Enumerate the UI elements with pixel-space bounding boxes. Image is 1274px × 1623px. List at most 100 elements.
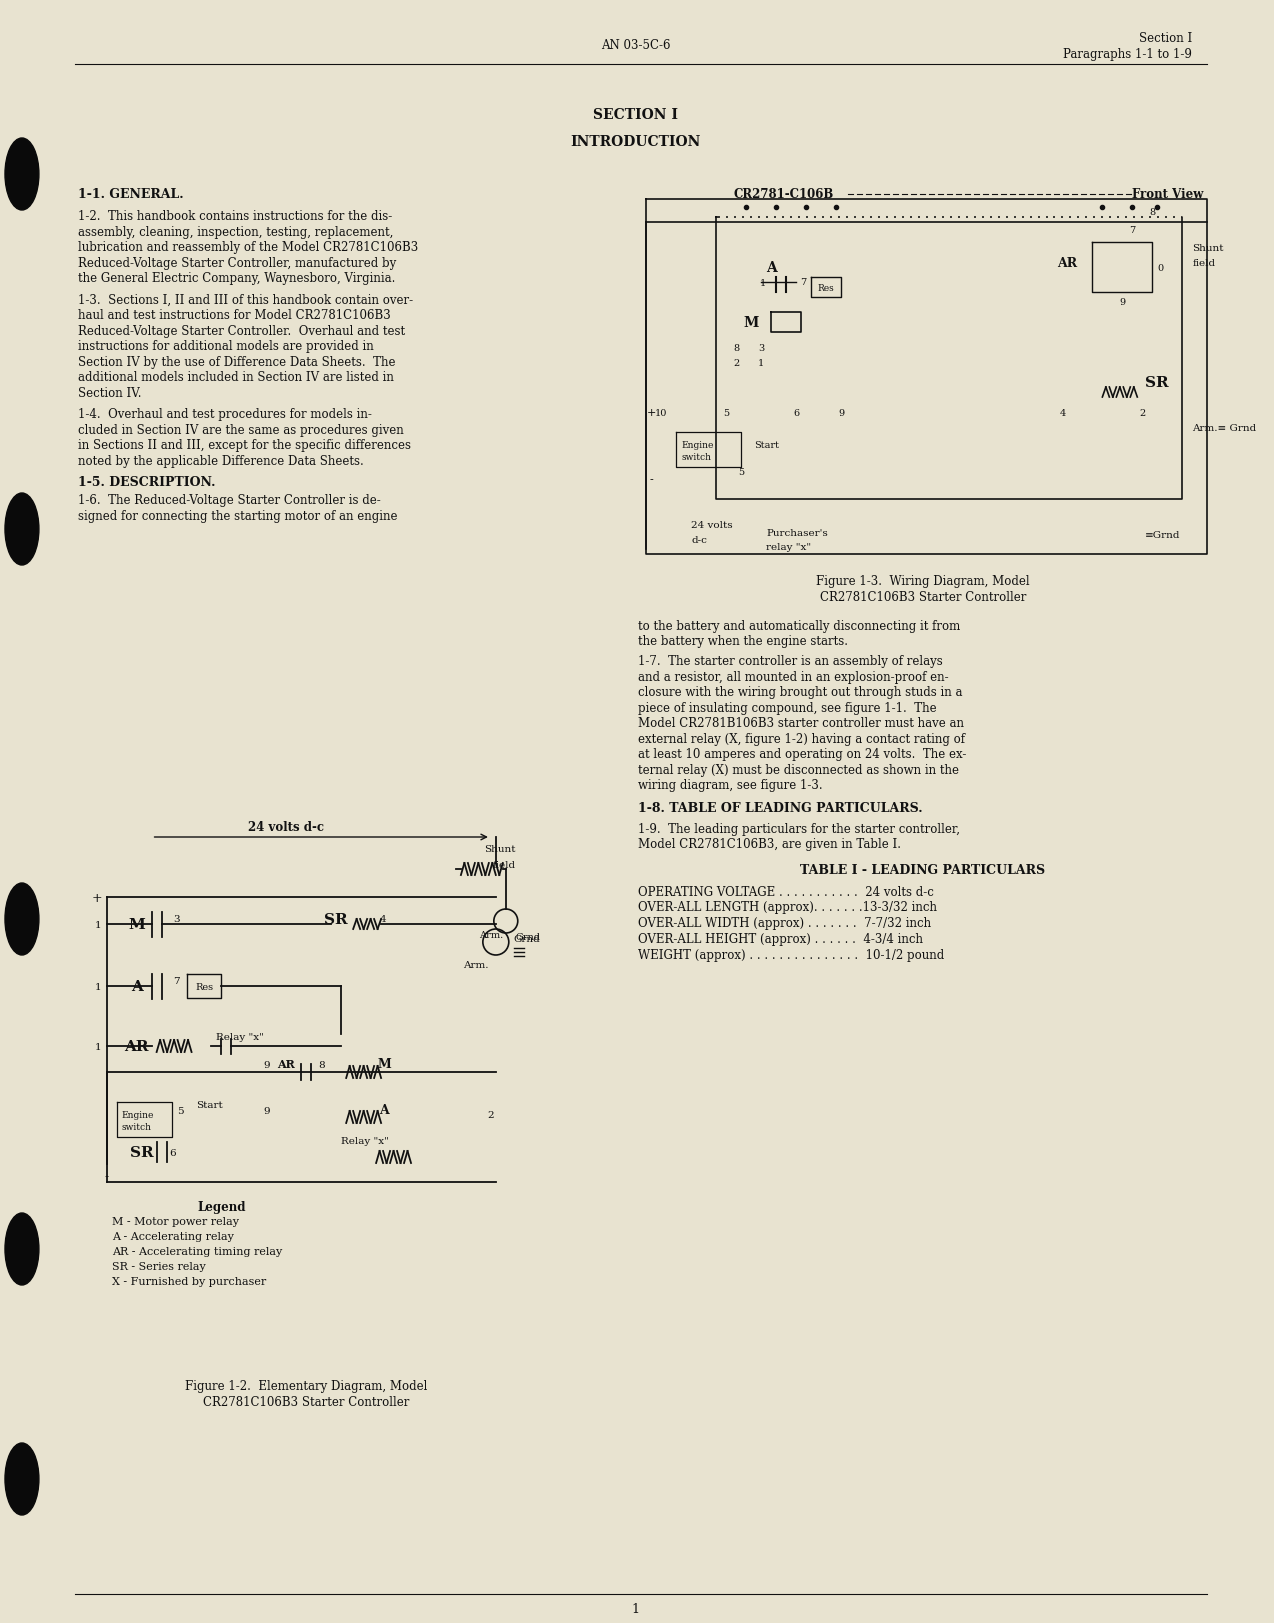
Ellipse shape — [5, 493, 39, 566]
Text: 0: 0 — [1157, 263, 1163, 273]
Text: INTRODUCTION: INTRODUCTION — [571, 135, 701, 149]
Text: field: field — [1192, 258, 1215, 268]
Text: 9: 9 — [1120, 297, 1125, 307]
Text: Engine: Engine — [682, 440, 713, 450]
Ellipse shape — [5, 1443, 39, 1514]
Text: 1-5. DESCRIPTION.: 1-5. DESCRIPTION. — [78, 476, 215, 489]
Text: in Sections II and III, except for the specific differences: in Sections II and III, except for the s… — [78, 438, 410, 451]
Text: OVER-ALL HEIGHT (approx) . . . . . .  4-3/4 inch: OVER-ALL HEIGHT (approx) . . . . . . 4-3… — [638, 933, 924, 946]
Text: Section I: Section I — [1139, 31, 1192, 44]
Text: 1-6.  The Reduced-Voltage Starter Controller is de-: 1-6. The Reduced-Voltage Starter Control… — [78, 493, 381, 506]
Text: A: A — [380, 1102, 389, 1117]
Text: AN 03-5C-6: AN 03-5C-6 — [601, 39, 670, 52]
Text: 1: 1 — [632, 1602, 640, 1615]
Text: A - Accelerating relay: A - Accelerating relay — [112, 1232, 233, 1242]
Text: field: field — [493, 860, 516, 868]
Text: cluded in Section IV are the same as procedures given: cluded in Section IV are the same as pro… — [78, 424, 404, 437]
Text: 9: 9 — [262, 1105, 270, 1115]
Text: Arm.: Arm. — [464, 961, 489, 969]
Text: 1-8. TABLE OF LEADING PARTICULARS.: 1-8. TABLE OF LEADING PARTICULARS. — [638, 802, 924, 815]
Text: closure with the wiring brought out through studs in a: closure with the wiring brought out thro… — [638, 685, 963, 698]
Text: 1-3.  Sections I, II and III of this handbook contain over-: 1-3. Sections I, II and III of this hand… — [78, 294, 413, 307]
Text: AR: AR — [125, 1039, 149, 1053]
Text: 24 volts: 24 volts — [692, 521, 733, 529]
Text: 3: 3 — [173, 915, 180, 923]
Text: piece of insulating compound, see figure 1-1.  The: piece of insulating compound, see figure… — [638, 701, 938, 714]
Text: 4: 4 — [1060, 409, 1065, 417]
Text: switch: switch — [682, 453, 711, 461]
Text: Res: Res — [195, 982, 214, 992]
Text: switch: switch — [122, 1121, 152, 1131]
Ellipse shape — [5, 140, 39, 211]
Text: AR - Accelerating timing relay: AR - Accelerating timing relay — [112, 1246, 282, 1256]
Text: AR: AR — [278, 1058, 296, 1070]
Text: CR2781C106B3 Starter Controller: CR2781C106B3 Starter Controller — [203, 1396, 409, 1409]
Text: 10: 10 — [655, 409, 668, 417]
Text: 6: 6 — [169, 1147, 176, 1157]
Text: SR: SR — [325, 912, 348, 927]
Text: OVER-ALL WIDTH (approx) . . . . . . .  7-7/32 inch: OVER-ALL WIDTH (approx) . . . . . . . 7-… — [638, 917, 931, 930]
Text: Legend: Legend — [197, 1201, 246, 1214]
Text: 1: 1 — [96, 920, 102, 928]
Text: Model CR2781C106B3, are given in Table I.: Model CR2781C106B3, are given in Table I… — [638, 837, 902, 850]
Text: 7: 7 — [800, 278, 806, 286]
Text: 1-7.  The starter controller is an assembly of relays: 1-7. The starter controller is an assemb… — [638, 654, 943, 667]
Text: 24 volts d-c: 24 volts d-c — [248, 821, 325, 834]
Ellipse shape — [5, 883, 39, 956]
Text: assembly, cleaning, inspection, testing, replacement,: assembly, cleaning, inspection, testing,… — [78, 226, 394, 239]
Ellipse shape — [5, 1214, 39, 1285]
Text: external relay (X, figure 1-2) having a contact rating of: external relay (X, figure 1-2) having a … — [638, 732, 966, 745]
Text: the General Electric Company, Waynesboro, Virginia.: the General Electric Company, Waynesboro… — [78, 271, 395, 284]
Text: 2: 2 — [1139, 409, 1145, 417]
Text: +: + — [92, 891, 102, 904]
Text: Paragraphs 1-1 to 1-9: Paragraphs 1-1 to 1-9 — [1064, 47, 1192, 60]
Text: 1-9.  The leading particulars for the starter controller,: 1-9. The leading particulars for the sta… — [638, 821, 961, 834]
Text: Start: Start — [196, 1100, 223, 1110]
Text: M: M — [377, 1058, 391, 1071]
Text: Grnd: Grnd — [516, 933, 540, 941]
Text: Front View: Front View — [1133, 188, 1204, 201]
Text: 1: 1 — [96, 982, 102, 992]
Text: 1: 1 — [761, 278, 766, 287]
Text: ternal relay (X) must be disconnected as shown in the: ternal relay (X) must be disconnected as… — [638, 763, 959, 776]
Text: 3: 3 — [758, 344, 764, 352]
Text: A: A — [131, 979, 143, 993]
Text: Relay "x": Relay "x" — [217, 1032, 265, 1040]
Text: -: - — [104, 1169, 108, 1182]
Text: ≡Grnd: ≡Grnd — [1144, 531, 1180, 539]
Text: 2: 2 — [488, 1110, 494, 1118]
Text: A: A — [766, 261, 777, 274]
Text: Reduced-Voltage Starter Controller, manufactured by: Reduced-Voltage Starter Controller, manu… — [78, 256, 396, 269]
Text: SR - Series relay: SR - Series relay — [112, 1261, 205, 1271]
Text: 7: 7 — [1129, 226, 1135, 234]
Text: +: + — [647, 407, 656, 417]
Text: Figure 1-2.  Elementary Diagram, Model: Figure 1-2. Elementary Diagram, Model — [185, 1380, 428, 1393]
Text: Arm.≡ Grnd: Arm.≡ Grnd — [1192, 424, 1256, 432]
Text: 5: 5 — [738, 467, 744, 477]
Text: haul and test instructions for Model CR2781C106B3: haul and test instructions for Model CR2… — [78, 308, 391, 321]
Text: Res: Res — [818, 284, 834, 292]
Text: d-c: d-c — [692, 536, 707, 544]
Text: Shunt: Shunt — [1192, 243, 1223, 252]
Text: SR: SR — [1145, 377, 1170, 390]
Text: SR: SR — [130, 1146, 153, 1159]
Text: Model CR2781B106B3 starter controller must have an: Model CR2781B106B3 starter controller mu… — [638, 717, 964, 730]
Text: 1-2.  This handbook contains instructions for the dis-: 1-2. This handbook contains instructions… — [78, 209, 392, 222]
Text: 9: 9 — [262, 1060, 270, 1070]
Text: 8: 8 — [1149, 208, 1156, 216]
Text: M: M — [129, 917, 145, 932]
Text: Relay "x": Relay "x" — [341, 1136, 389, 1146]
Text: 1-1. GENERAL.: 1-1. GENERAL. — [78, 188, 183, 201]
Text: noted by the applicable Difference Data Sheets.: noted by the applicable Difference Data … — [78, 454, 363, 467]
Text: M - Motor power relay: M - Motor power relay — [112, 1216, 238, 1227]
Text: 1-4.  Overhaul and test procedures for models in-: 1-4. Overhaul and test procedures for mo… — [78, 407, 372, 420]
Text: 5: 5 — [177, 1105, 183, 1115]
Text: and a resistor, all mounted in an explosion-proof en-: and a resistor, all mounted in an explos… — [638, 670, 949, 683]
Text: Figure 1-3.  Wiring Diagram, Model: Figure 1-3. Wiring Diagram, Model — [815, 575, 1029, 588]
Text: 9: 9 — [838, 409, 845, 417]
Text: Start: Start — [754, 440, 780, 450]
Text: relay "x": relay "x" — [766, 542, 812, 552]
Text: 5: 5 — [724, 409, 729, 417]
Text: TABLE I - LEADING PARTICULARS: TABLE I - LEADING PARTICULARS — [800, 863, 1046, 876]
Text: at least 10 amperes and operating on 24 volts.  The ex-: at least 10 amperes and operating on 24 … — [638, 748, 967, 761]
